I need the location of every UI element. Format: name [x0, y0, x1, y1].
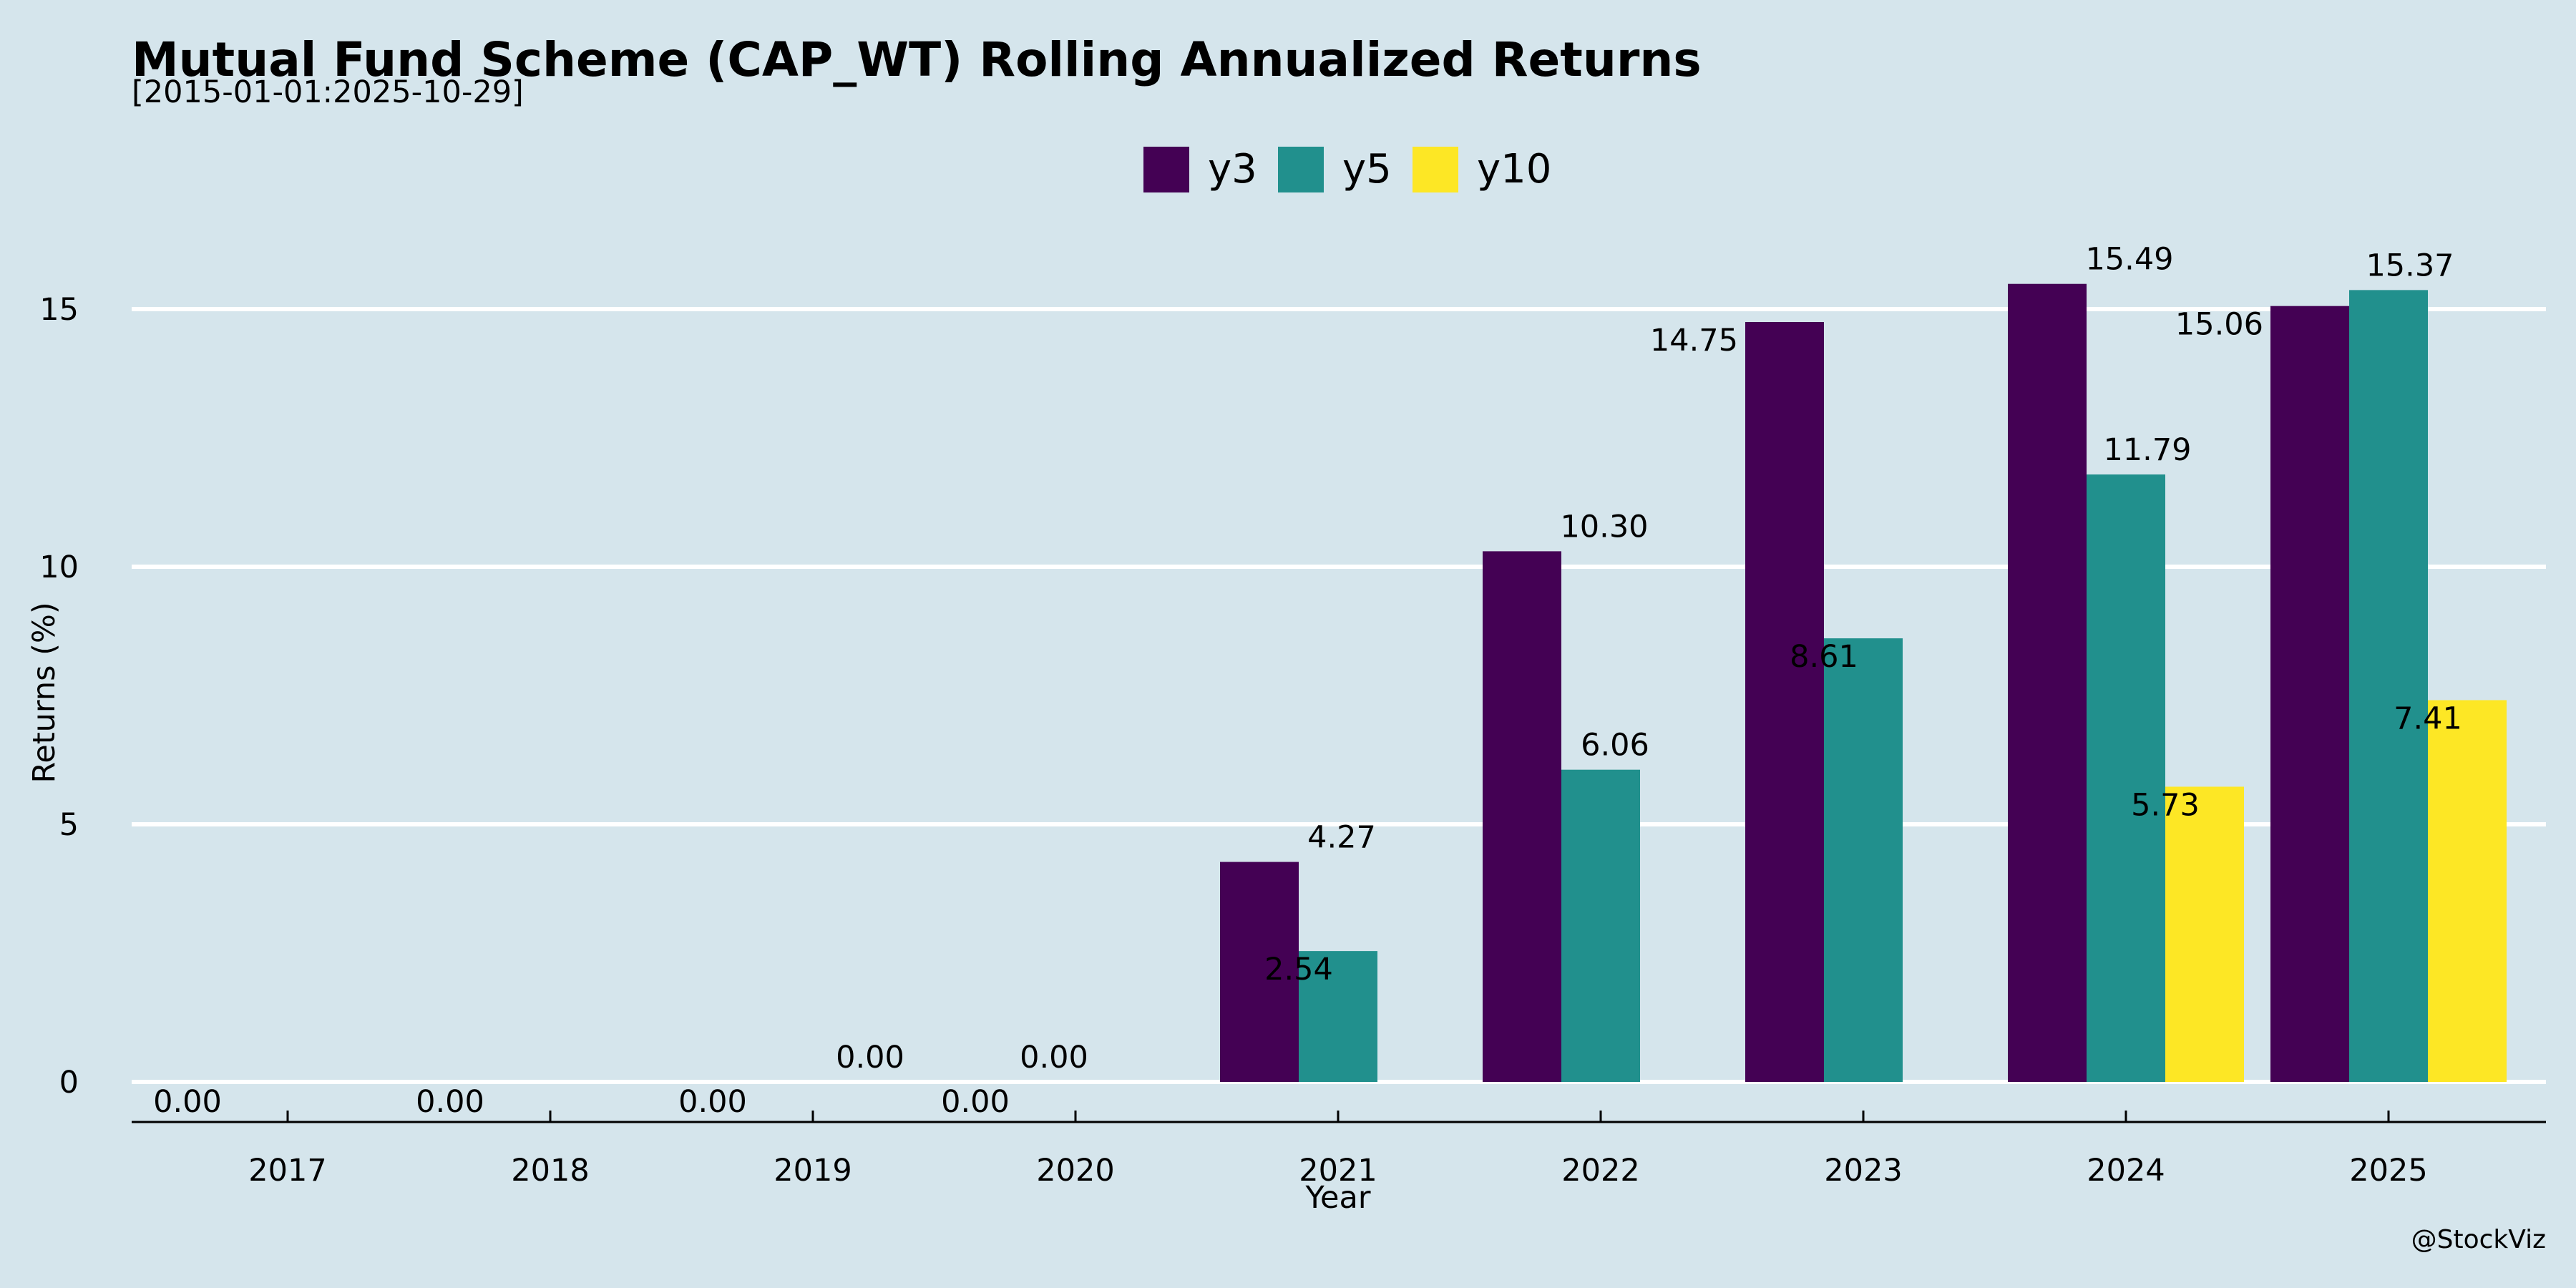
- x-tick-label: 2019: [774, 1153, 852, 1189]
- data-label-y10: 5.73: [2131, 787, 2200, 823]
- data-label-y3: 0.00: [416, 1084, 484, 1120]
- legend-label-y3: y3: [1208, 146, 1257, 192]
- data-labels: 0.00 0.00 0.00 0.00 4.27 10.30 14.75 15.4915.06…: [153, 242, 2462, 1120]
- x-ticks: 2017 2018 2019 2020 2021 2022 2023 2024 2025: [248, 1111, 2428, 1189]
- data-label-y3: 14.75: [1650, 323, 1738, 358]
- bar-y3: [1220, 862, 1299, 1082]
- bar-y5: [2087, 474, 2165, 1082]
- chart-title: Mutual Fund Scheme (CAP_WT) Rolling Annu…: [132, 32, 1702, 87]
- x-tick-label: 2023: [1824, 1153, 1902, 1189]
- data-label-y5: 6.06: [1581, 728, 1649, 763]
- legend-swatch-y5: [1278, 147, 1324, 192]
- bar-y5: [1561, 769, 1640, 1082]
- watermark: @StockViz: [2411, 1225, 2546, 1254]
- x-tick-label: 2024: [2087, 1153, 2165, 1189]
- data-label-y3: 4.27: [1307, 820, 1376, 856]
- y-ticks: 0 5 10 15: [39, 292, 79, 1101]
- data-label-y3: 0.00: [678, 1084, 747, 1120]
- bar-y5: [2349, 290, 2428, 1082]
- data-label-y3: 0.00: [153, 1084, 222, 1120]
- bar-y10: [2165, 786, 2244, 1082]
- data-label-y3: 15.06: [2175, 307, 2263, 343]
- data-label-y3: 0.00: [941, 1084, 1010, 1120]
- x-tick-label: 2018: [511, 1153, 589, 1189]
- legend-label-y5: y5: [1342, 146, 1392, 192]
- data-label-y3: 10.30: [1560, 509, 1648, 545]
- legend-label-y10: y10: [1477, 146, 1551, 192]
- data-label-y10: 0.00: [836, 1040, 904, 1075]
- data-label-y5: 15.37: [2366, 248, 2454, 283]
- bar-y10: [2428, 700, 2507, 1082]
- y-tick-label: 5: [59, 807, 79, 843]
- bar-y3: [2270, 306, 2349, 1083]
- x-tick-label: 2017: [248, 1153, 326, 1189]
- data-label-y5: 2.54: [1264, 952, 1333, 987]
- y-tick-label: 15: [39, 292, 79, 328]
- bars: [1220, 283, 2507, 1083]
- data-label-y5: 8.61: [1790, 639, 1858, 675]
- data-label-y10: 7.41: [2394, 701, 2462, 736]
- x-tick-label: 2020: [1036, 1153, 1114, 1189]
- x-tick-label: 2025: [2349, 1153, 2427, 1189]
- data-label-y5: 11.79: [2103, 432, 2191, 468]
- data-label-y5: 0.00: [1020, 1040, 1088, 1075]
- bar-y3: [2008, 283, 2087, 1083]
- bar-y3: [1483, 551, 1561, 1082]
- y-tick-label: 0: [59, 1065, 79, 1101]
- bar-y3: [1745, 322, 1824, 1082]
- bar-y5: [1824, 638, 1903, 1082]
- x-axis-label: Year: [1304, 1180, 1370, 1216]
- legend: y3 y5 y10: [1143, 146, 1551, 192]
- x-tick-label: 2021: [1299, 1153, 1377, 1189]
- y-tick-label: 10: [39, 550, 79, 585]
- y-axis-label: Returns (%): [26, 602, 62, 783]
- data-label-y3: 15.49: [2085, 242, 2173, 278]
- bar-y5: [1299, 951, 1377, 1082]
- x-tick-label: 2022: [1561, 1153, 1639, 1189]
- legend-swatch-y10: [1413, 147, 1458, 192]
- legend-swatch-y3: [1143, 147, 1189, 192]
- chart-subtitle: [2015-01-01:2025-10-29]: [132, 74, 524, 110]
